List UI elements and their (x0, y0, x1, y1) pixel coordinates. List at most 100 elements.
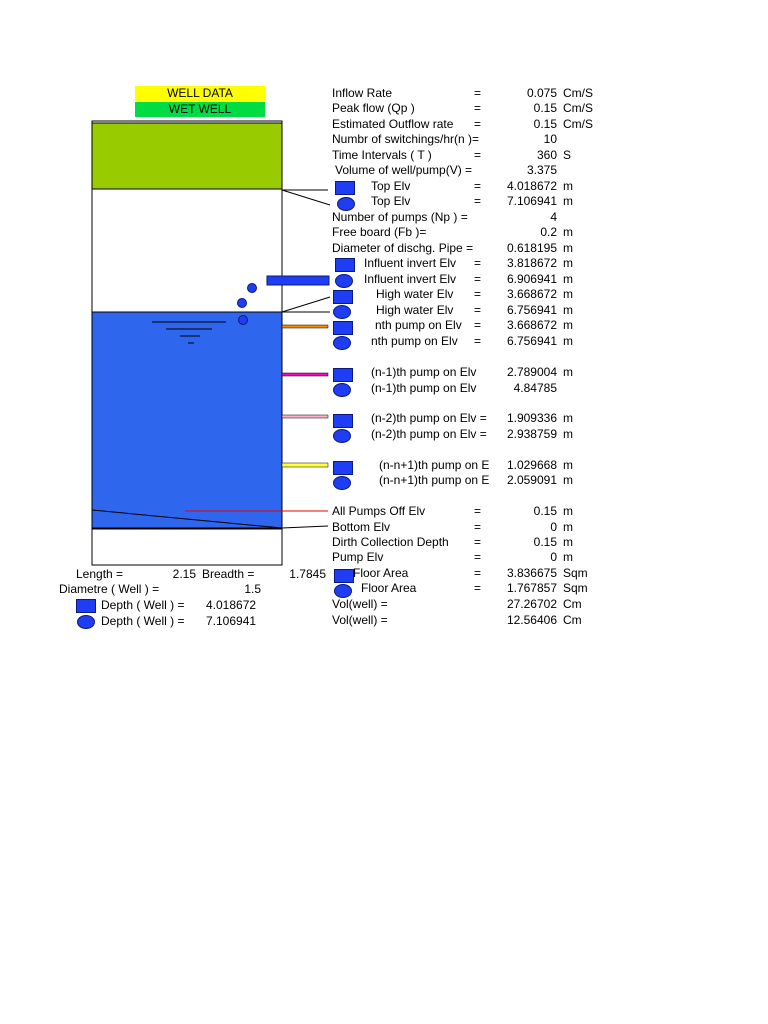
row-unit: m (563, 535, 573, 549)
row-value: 4.84785 (513, 381, 557, 395)
n-2-pump-marker (281, 414, 329, 419)
row-unit: Cm (563, 613, 582, 627)
row-equals: = (474, 334, 482, 348)
row-unit: m (563, 194, 573, 208)
rect-well-icon (334, 569, 354, 583)
row-equals: = (474, 256, 482, 270)
water-level-symbol (152, 321, 226, 344)
row-label: (n-1)th pump on Elv (371, 365, 477, 379)
depth-value-rect: 4.018672 (206, 598, 257, 612)
row-value: 0.075 (526, 86, 557, 100)
n-n1-pump-marker (281, 462, 329, 468)
row-value: 6.906941 (506, 272, 557, 286)
row-equals: = (474, 117, 482, 131)
row-label: Volume of well/pump(V) = (335, 163, 473, 177)
row-label: Influent invert Elv (364, 256, 457, 270)
well-data-header: WELL DATA (135, 86, 265, 101)
row-equals: = (474, 566, 482, 580)
rect-well-icon (76, 599, 96, 613)
circ-well-icon (337, 197, 355, 211)
row-unit: m (563, 318, 573, 332)
row-label: Top Elv (371, 179, 411, 193)
row-label: Free board (Fb )= (332, 225, 427, 239)
diametre-label: Diametre ( Well ) = (59, 582, 160, 596)
row-label: Peak flow (Qp ) (332, 101, 415, 115)
row-equals: = (474, 550, 482, 564)
high-water-leader-1 (281, 296, 331, 313)
row-value: 0.2 (540, 225, 557, 239)
row-label: Estimated Outflow rate (332, 117, 454, 131)
row-equals: = (474, 504, 482, 518)
row-value: 3.668672 (506, 287, 557, 301)
circ-well-icon (333, 383, 351, 397)
row-value: 3.375 (526, 163, 557, 177)
circ-well-icon (77, 615, 95, 629)
droplet (247, 283, 257, 293)
row-unit: m (563, 241, 573, 255)
row-label: Numbr of switchings/hr(n )= (332, 132, 480, 146)
row-label: All Pumps Off Elv (332, 504, 426, 518)
circ-well-icon (333, 429, 351, 443)
row-unit: Cm (563, 597, 582, 611)
row-unit: m (563, 473, 573, 487)
rect-well-icon (333, 414, 353, 428)
row-equals: = (474, 318, 482, 332)
rect-well-icon (335, 181, 355, 195)
influent-pipe (266, 275, 330, 286)
row-label: High water Elv (376, 303, 454, 317)
row-value: 4 (550, 210, 557, 224)
rect-well-icon (335, 258, 355, 272)
row-value: 10 (543, 132, 557, 146)
row-label: Inflow Rate (332, 86, 393, 100)
length-label: Length = (76, 567, 124, 581)
row-value: 0.618195 (506, 241, 557, 255)
row-value: 0 (550, 520, 557, 534)
length-value: 2.15 (172, 567, 196, 581)
row-value: 0.15 (533, 504, 557, 518)
row-value: 2.789004 (506, 365, 557, 379)
row-label: (n-n+1)th pump on E (379, 458, 490, 472)
water-body (91, 311, 283, 530)
row-unit: m (563, 427, 573, 441)
row-unit: m (563, 179, 573, 193)
circ-well-icon (333, 305, 351, 319)
top-elv-leader-2 (281, 189, 331, 206)
row-value: 2.059091 (506, 473, 557, 487)
depth-label-rect: Depth ( Well ) = (101, 598, 185, 612)
row-label: (n-2)th pump on Elv = (371, 427, 487, 441)
row-label: Dirth Collection Depth (332, 535, 449, 549)
row-value: 4.018672 (506, 179, 557, 193)
row-equals: = (474, 535, 482, 549)
n-1-pump-marker (281, 372, 329, 377)
row-equals: = (474, 86, 482, 100)
row-unit: m (563, 225, 573, 239)
row-label: Pump Elv (332, 550, 384, 564)
row-value: 6.756941 (506, 303, 557, 317)
row-unit: m (563, 287, 573, 301)
row-unit: m (563, 520, 573, 534)
row-equals: = (474, 179, 482, 193)
row-label: Vol(well) = (332, 597, 388, 611)
row-unit: Cm/S (563, 86, 593, 100)
row-unit: m (563, 550, 573, 564)
row-unit: m (563, 334, 573, 348)
row-unit: Cm/S (563, 117, 593, 131)
row-label: Influent invert Elv (364, 272, 457, 286)
row-label: Number of pumps (Np ) = (332, 210, 468, 224)
rect-well-icon (333, 461, 353, 475)
row-value: 1.029668 (506, 458, 557, 472)
row-value: 0.15 (533, 117, 557, 131)
row-value: 0.15 (533, 535, 557, 549)
depth-label-circ: Depth ( Well ) = (101, 614, 185, 628)
row-unit: m (563, 272, 573, 286)
row-value: 7.106941 (506, 194, 557, 208)
rect-well-icon (333, 290, 353, 304)
row-value: 1.909336 (506, 411, 557, 425)
row-equals: = (474, 581, 482, 595)
row-value: 27.26702 (506, 597, 557, 611)
bottom-leader (281, 525, 329, 529)
rect-well-icon (333, 321, 353, 335)
row-label: Diameter of dischg. Pipe = (332, 241, 474, 255)
row-label: (n-2)th pump on Elv = (371, 411, 487, 425)
row-unit: m (563, 504, 573, 518)
